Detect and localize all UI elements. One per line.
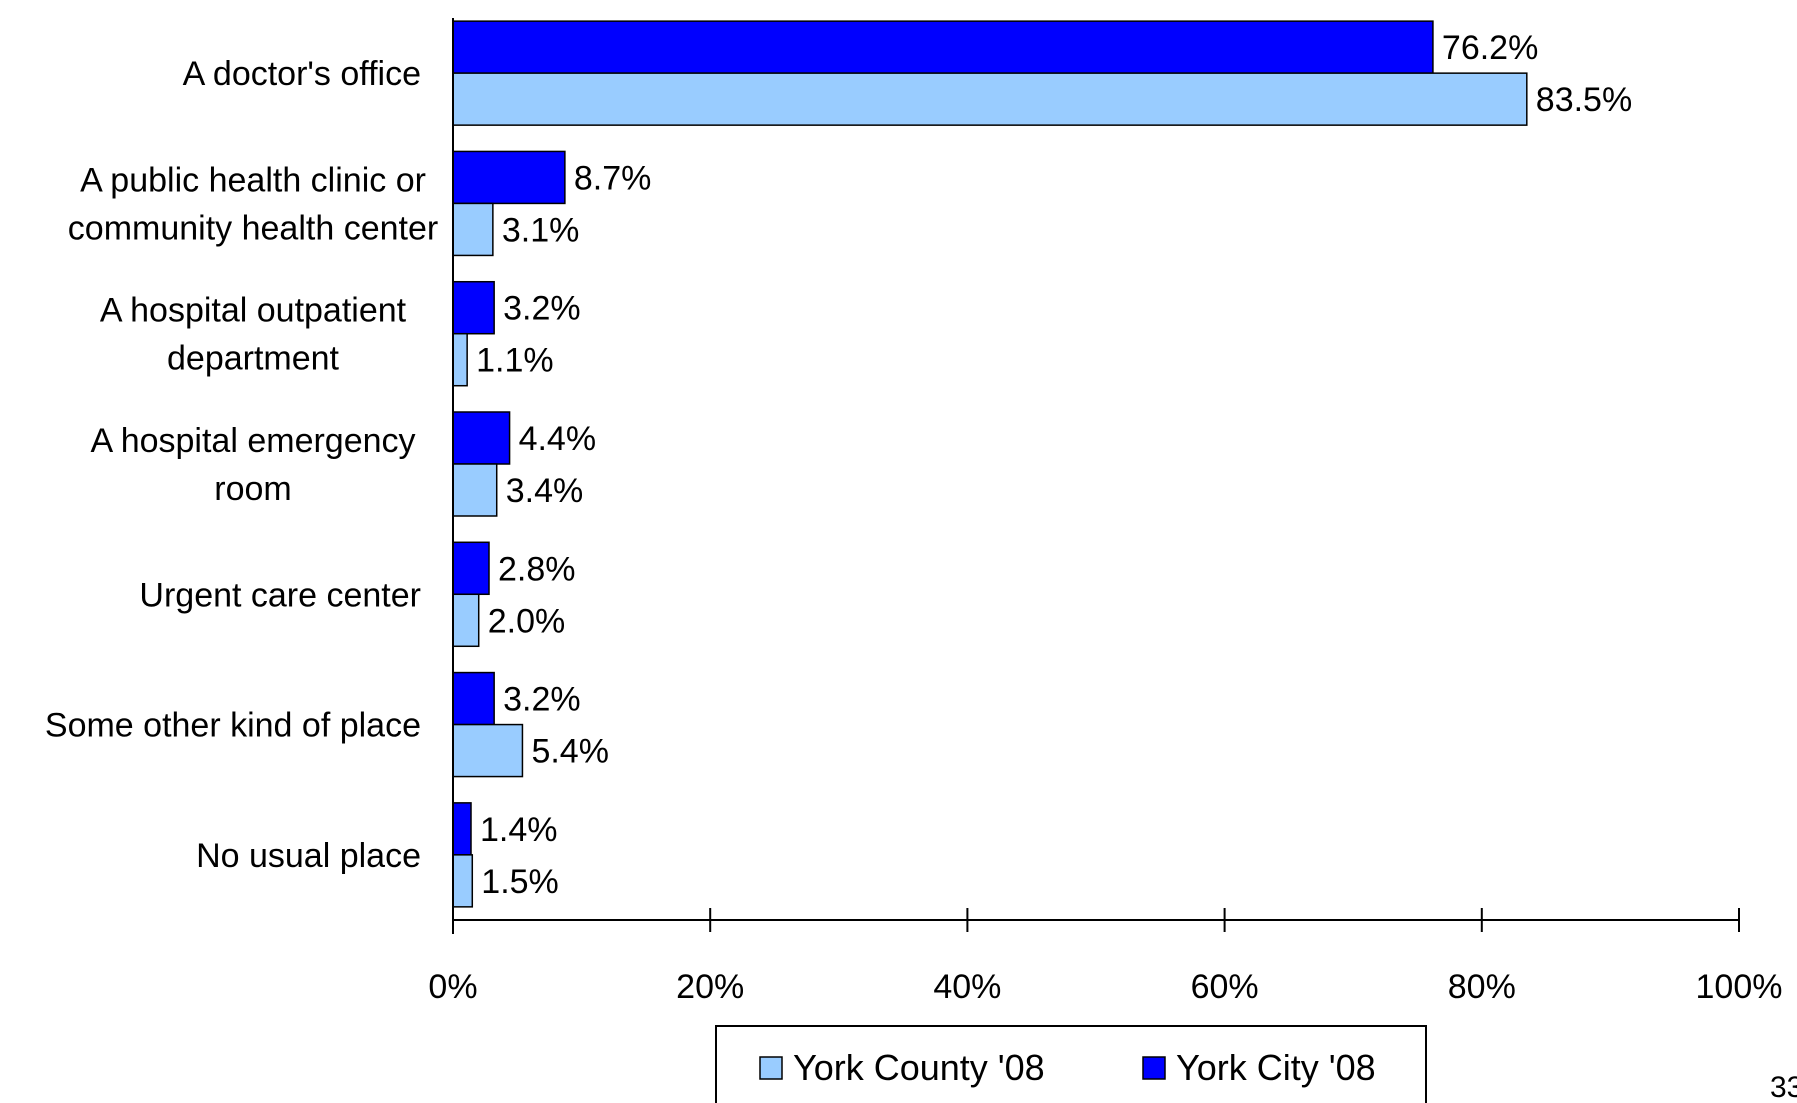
data-label-york-city-08-4: 4.4% <box>519 420 597 458</box>
data-label-york-city-08-2: 8.7% <box>574 159 652 197</box>
bar-york-county-08-4 <box>452 463 498 517</box>
legend-label-york-county-08: York County '08 <box>793 1047 1045 1088</box>
category-label-2-line-1: A public health clinic or <box>80 161 426 199</box>
bar-york-city-08-4 <box>452 411 511 465</box>
data-label-york-county-08-6: 5.4% <box>531 733 609 771</box>
bars-group <box>452 20 1528 908</box>
bar-york-city-08-7 <box>452 802 472 856</box>
x-tick-label-2: 20% <box>676 968 744 1006</box>
data-label-york-city-08-6: 3.2% <box>503 681 580 719</box>
bar-york-county-08-3 <box>452 332 468 387</box>
data-label-york-county-08-3: 1.1% <box>476 342 554 380</box>
category-label-3-line-2: department <box>167 340 340 378</box>
category-label-5: Urgent care center <box>139 576 421 614</box>
data-labels-group: 76.2% 83.5% 8.7% 3.1% 3.2% 1.1% 4.4% 3.4% 2.8% 2.… <box>476 29 1632 901</box>
legend-label-york-city-08: York City '08 <box>1176 1047 1376 1088</box>
legend-swatch-york-city-08 <box>1142 1056 1166 1080</box>
legend-swatch-york-county-08 <box>759 1056 783 1080</box>
page-number: 33 <box>1770 1071 1797 1103</box>
legend: York County '08 York City '08 <box>715 1025 1427 1103</box>
bar-york-county-08-7 <box>452 854 474 908</box>
data-label-york-city-08-7: 1.4% <box>480 811 558 849</box>
category-label-2-line-2: community health center <box>68 209 438 247</box>
category-label-4-line-2: room <box>214 470 291 508</box>
bar-york-county-08-1 <box>452 72 1528 126</box>
category-label-6: Some other kind of place <box>45 707 421 745</box>
data-label-york-county-08-5: 2.0% <box>488 602 565 640</box>
x-tick-label-6: 100% <box>1696 968 1783 1006</box>
category-label-1: A doctor's office <box>183 55 421 93</box>
bar-york-city-08-1 <box>452 20 1434 74</box>
bar-york-county-08-2 <box>452 202 494 257</box>
x-tick-label-5: 80% <box>1448 968 1516 1006</box>
data-label-york-city-08-1: 76.2% <box>1442 29 1538 67</box>
data-label-york-city-08-3: 3.2% <box>503 290 580 328</box>
data-label-york-county-08-2: 3.1% <box>502 211 579 249</box>
bar-york-city-08-2 <box>452 150 566 205</box>
x-tick-label-4: 60% <box>1191 968 1259 1006</box>
bar-york-county-08-6 <box>452 723 524 778</box>
bar-york-city-08-6 <box>452 671 495 726</box>
category-labels-group: A doctor's office A public health clinic … <box>45 55 438 875</box>
axes-group: 0% 20% 40% 60% 80% 100% <box>428 18 1782 1006</box>
category-label-4-line-1: A hospital emergency <box>90 422 415 460</box>
category-label-3-line-1: A hospital outpatient <box>100 292 407 330</box>
data-label-york-city-08-5: 2.8% <box>498 550 576 588</box>
bar-york-city-08-3 <box>452 280 495 335</box>
x-tick-label-1: 0% <box>428 968 477 1006</box>
data-label-york-county-08-7: 1.5% <box>481 863 559 901</box>
legend-box <box>715 1025 1427 1103</box>
bar-york-city-08-5 <box>452 541 490 596</box>
data-label-york-county-08-1: 83.5% <box>1536 81 1632 119</box>
data-label-york-county-08-4: 3.4% <box>506 472 584 510</box>
bar-york-county-08-5 <box>452 593 480 648</box>
x-tick-label-3: 40% <box>933 968 1001 1006</box>
category-label-7: No usual place <box>196 837 421 875</box>
